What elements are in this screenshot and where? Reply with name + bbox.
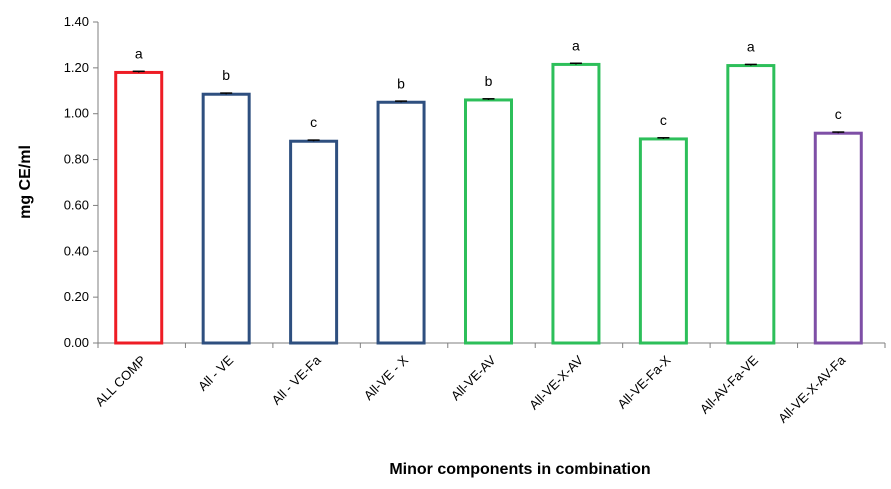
significance-label: c <box>660 112 667 128</box>
category-labels: ALL COMP All - VE All - VE-Fa All-VE - X All… <box>92 352 849 426</box>
category-label: All-VE-Fa-X <box>614 352 673 411</box>
significance-label: c <box>835 106 842 122</box>
y-tick-label: 0.60 <box>64 197 89 212</box>
y-tick-label: 0.00 <box>64 335 89 350</box>
bar <box>726 64 776 345</box>
y-axis-title: mg CE/ml <box>17 145 34 219</box>
y-axis: 0.00 0.20 0.40 0.60 0.80 1.00 1.20 1.40 <box>64 14 99 350</box>
category-label: All-VE-AV <box>448 352 499 403</box>
significance-label: b <box>222 67 230 83</box>
y-tick-label: 0.40 <box>64 243 89 258</box>
y-tick-label: 1.40 <box>64 14 89 29</box>
bars: a b c b b a c a c <box>114 37 863 345</box>
bar <box>114 70 164 345</box>
y-tick-label: 0.20 <box>64 289 89 304</box>
bar <box>551 62 601 345</box>
category-label: All-VE-X-AV <box>526 352 586 412</box>
category-label: All - VE <box>195 352 236 393</box>
y-tick-label: 1.00 <box>64 106 89 121</box>
significance-label: a <box>747 39 755 55</box>
bar <box>201 92 251 345</box>
x-axis-title: Minor components in combination <box>389 461 650 478</box>
y-tick-label: 0.80 <box>64 152 89 167</box>
category-label: All-AV-Fa-VE <box>697 352 761 416</box>
significance-label: a <box>572 37 580 53</box>
bar <box>813 131 863 345</box>
significance-label: b <box>397 75 405 91</box>
significance-label: b <box>485 73 493 89</box>
category-label: All - VE-Fa <box>269 352 325 408</box>
bar <box>289 139 339 345</box>
y-tick-label: 1.20 <box>64 60 89 75</box>
significance-label: c <box>310 114 317 130</box>
bar <box>638 137 688 345</box>
bar <box>376 100 426 345</box>
category-label: All-VE-X-AV-Fa <box>775 352 849 426</box>
category-label: All-VE - X <box>361 352 412 403</box>
category-label: ALL COMP <box>92 353 149 410</box>
bar <box>464 98 513 345</box>
significance-label: a <box>135 45 143 61</box>
